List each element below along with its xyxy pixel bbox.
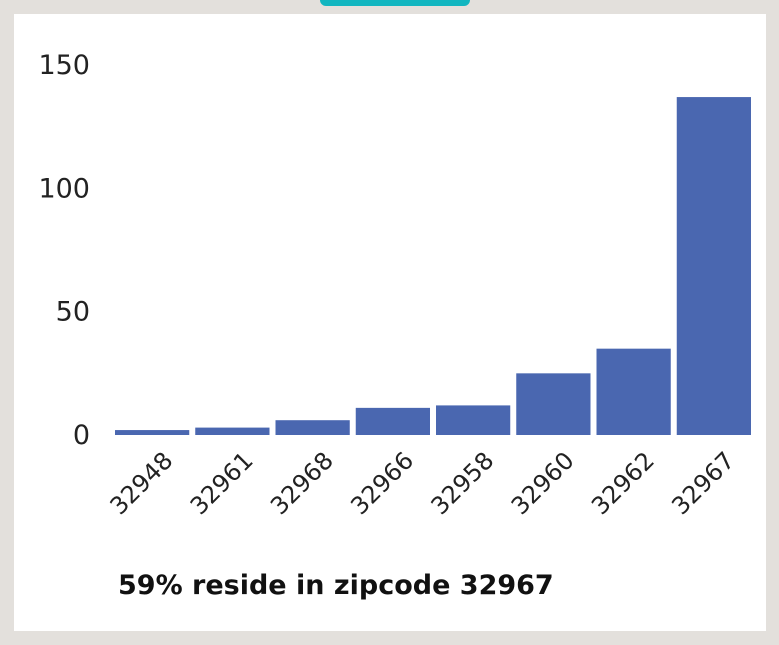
y-tick-label: 0 xyxy=(73,420,90,451)
bar-32948 xyxy=(115,430,190,435)
y-tick-label: 50 xyxy=(56,297,90,328)
x-tick-label: 32967 xyxy=(666,446,740,520)
chart-panel xyxy=(14,14,766,631)
bar-32968 xyxy=(275,420,350,435)
y-tick-label: 100 xyxy=(38,173,90,204)
bar-32958 xyxy=(436,405,511,435)
x-tick-label: 32961 xyxy=(185,446,259,520)
title-accent-fragment xyxy=(320,0,470,6)
y-tick-label: 150 xyxy=(38,50,90,81)
bars xyxy=(115,97,751,436)
bar-32967 xyxy=(676,97,751,436)
y-axis-ticks: 0 50 100 150 xyxy=(38,50,90,451)
x-tick-label: 32962 xyxy=(586,446,660,520)
x-tick-label: 32958 xyxy=(426,446,500,520)
bar-32962 xyxy=(596,348,671,435)
summary-caption: 59% reside in zipcode 32967 xyxy=(118,570,554,601)
bar-32960 xyxy=(516,373,591,435)
bar-32966 xyxy=(355,407,430,435)
x-tick-label: 32960 xyxy=(506,446,580,520)
x-tick-label: 32968 xyxy=(265,446,339,520)
x-tick-label: 32966 xyxy=(345,446,419,520)
x-tick-label: 32948 xyxy=(105,446,179,520)
x-axis-labels: 32948 32961 32968 32966 32958 32960 32962 32967 xyxy=(105,446,741,520)
bar-32961 xyxy=(195,427,270,435)
